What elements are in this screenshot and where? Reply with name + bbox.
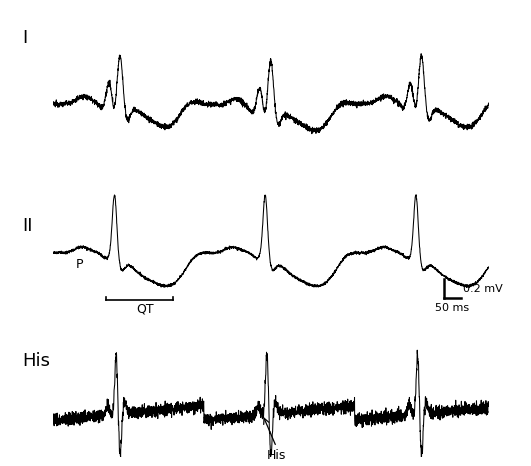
Text: 0.2 mV: 0.2 mV: [464, 284, 503, 294]
Text: P: P: [75, 259, 83, 271]
Text: 50 ms: 50 ms: [435, 303, 469, 313]
Text: I: I: [23, 29, 28, 48]
Text: His: His: [267, 449, 286, 462]
Text: His: His: [23, 352, 50, 370]
Text: II: II: [23, 218, 33, 235]
Text: QT: QT: [136, 303, 154, 316]
